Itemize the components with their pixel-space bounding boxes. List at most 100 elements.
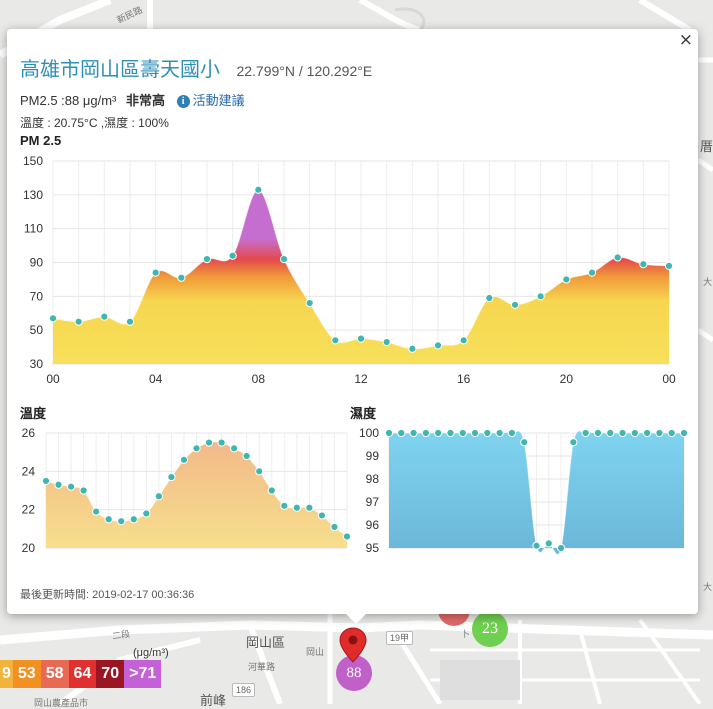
activity-advice-label: 活動建議 — [192, 93, 245, 108]
data-point[interactable] — [305, 503, 314, 512]
data-point[interactable] — [255, 467, 264, 476]
data-point[interactable] — [74, 317, 83, 326]
data-point[interactable] — [142, 509, 151, 518]
data-point[interactable] — [483, 428, 492, 438]
data-point[interactable] — [458, 428, 467, 438]
data-point[interactable] — [556, 543, 566, 553]
map-road-label: 河華路 — [248, 662, 276, 672]
data-point[interactable] — [151, 268, 160, 277]
data-point[interactable] — [532, 541, 541, 550]
data-point[interactable] — [569, 438, 578, 447]
data-point[interactable] — [382, 337, 391, 347]
data-point[interactable] — [54, 480, 63, 489]
data-point[interactable] — [177, 273, 186, 282]
data-point[interactable] — [446, 428, 455, 438]
data-point[interactable] — [434, 428, 443, 438]
data-point[interactable] — [279, 255, 289, 264]
y-tick-label: 150 — [23, 154, 43, 168]
data-point[interactable] — [48, 314, 58, 323]
data-point[interactable] — [228, 251, 237, 260]
data-point[interactable] — [192, 444, 201, 453]
data-point[interactable] — [384, 428, 394, 438]
data-point[interactable] — [254, 185, 263, 194]
data-point[interactable] — [667, 428, 676, 438]
data-point[interactable] — [544, 539, 553, 548]
data-point[interactable] — [613, 253, 622, 262]
data-point[interactable] — [643, 428, 652, 438]
data-point[interactable] — [331, 336, 340, 345]
data-point[interactable] — [470, 428, 480, 438]
data-point[interactable] — [356, 334, 366, 343]
popup-header: 高雄市岡山區壽天國小 22.799°N / 120.292°E — [20, 53, 372, 82]
map-district-label: 岡山區 — [246, 635, 286, 650]
y-tick-label: 110 — [24, 222, 43, 236]
data-point[interactable] — [330, 522, 339, 532]
data-point[interactable] — [230, 444, 239, 453]
y-tick-label: 130 — [23, 188, 43, 202]
data-point[interactable] — [421, 428, 430, 438]
data-point[interactable] — [117, 517, 126, 526]
data-point[interactable] — [202, 255, 212, 264]
data-point[interactable] — [154, 492, 163, 501]
data-point[interactable] — [167, 472, 176, 482]
station-name[interactable]: 高雄市岡山區壽天國小 — [20, 59, 220, 81]
data-point[interactable] — [536, 292, 545, 301]
data-point[interactable] — [409, 428, 418, 438]
data-point[interactable] — [129, 515, 138, 524]
data-point[interactable] — [66, 482, 76, 491]
activity-advice-link[interactable]: i 活動建議 — [176, 93, 245, 108]
map-pin-icon[interactable] — [339, 627, 367, 663]
data-point[interactable] — [408, 344, 417, 353]
legend-cell: 9 — [0, 660, 13, 688]
map-edge-label: 大 — [703, 277, 713, 287]
data-point[interactable] — [242, 451, 251, 461]
road-shield: 186 — [232, 683, 256, 697]
pm25-chart[interactable]: 30 50 70 90 110 130 150 00 04 08 12 16 20 00 — [7, 147, 698, 397]
data-point[interactable] — [520, 438, 529, 447]
series-area — [46, 441, 347, 548]
data-point[interactable] — [587, 268, 597, 277]
data-point[interactable] — [433, 341, 443, 350]
data-point[interactable] — [655, 428, 664, 438]
data-point[interactable] — [630, 428, 639, 438]
data-point[interactable] — [280, 501, 289, 510]
data-point[interactable] — [459, 336, 468, 345]
data-point[interactable] — [485, 293, 494, 303]
data-point[interactable] — [92, 507, 101, 516]
data-point[interactable] — [100, 312, 109, 321]
data-point[interactable] — [639, 260, 648, 269]
y-tick-label: 95 — [366, 541, 380, 555]
data-point[interactable] — [317, 511, 327, 520]
data-point[interactable] — [664, 261, 674, 270]
data-point[interactable] — [679, 428, 687, 438]
data-point[interactable] — [397, 428, 406, 438]
data-point[interactable] — [581, 428, 590, 438]
data-point[interactable] — [593, 428, 603, 438]
data-point[interactable] — [125, 317, 135, 326]
data-point[interactable] — [305, 299, 314, 308]
station-popup: × 高雄市岡山區壽天國小 22.799°N / 120.292°E PM2.5 … — [7, 29, 698, 614]
data-point[interactable] — [267, 486, 276, 495]
data-point[interactable] — [179, 455, 189, 464]
map-station-label: 岡山 — [306, 647, 325, 657]
data-point[interactable] — [510, 300, 520, 309]
data-point[interactable] — [507, 428, 517, 438]
humidity-chart[interactable]: 95 96 97 98 99 100 — [347, 421, 687, 561]
data-point[interactable] — [204, 438, 214, 447]
data-point[interactable] — [41, 476, 51, 486]
data-point[interactable] — [104, 515, 113, 524]
data-point[interactable] — [79, 486, 88, 495]
station-marker-23[interactable]: 23 — [472, 611, 508, 647]
data-point[interactable] — [342, 532, 352, 541]
y-tick-label: 96 — [366, 518, 380, 532]
close-button[interactable]: × — [678, 30, 693, 50]
data-point[interactable] — [217, 438, 226, 447]
y-tick-label: 26 — [22, 426, 36, 440]
data-point[interactable] — [495, 428, 504, 438]
data-point[interactable] — [292, 503, 301, 512]
map-edge-label: 大 — [703, 582, 713, 592]
data-point[interactable] — [606, 428, 615, 438]
temperature-chart[interactable]: 20 22 24 26 — [7, 421, 352, 561]
data-point[interactable] — [618, 428, 627, 438]
data-point[interactable] — [562, 275, 571, 284]
